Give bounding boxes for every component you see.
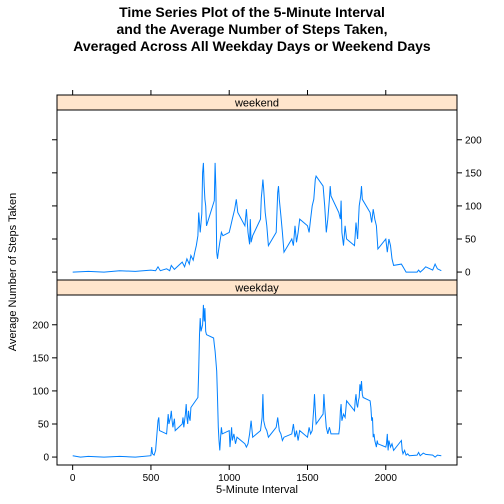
y-tick-label: 100 [465, 201, 482, 212]
y-tick-label: 0 [465, 268, 471, 279]
y-tick-label: 0 [43, 453, 49, 464]
series-line-weekend [72, 162, 442, 273]
x-tick-label: 1000 [218, 473, 241, 484]
y-tick-label: 150 [465, 168, 482, 179]
chart-title: Time Series Plot of the 5-Minute Interva… [73, 4, 431, 54]
panel-strip-label: weekday [234, 283, 279, 295]
x-tick-label: 2000 [375, 473, 398, 484]
y-tick-label: 50 [465, 234, 477, 245]
x-tick-label: 1500 [296, 473, 319, 484]
panel-frame [56, 294, 458, 466]
title-line: and the Average Number of Steps Taken, [117, 21, 388, 37]
series-line-weekday [72, 304, 442, 458]
x-tick-label: 0 [70, 473, 76, 484]
chart-panels: weekend weekday [56, 94, 458, 466]
y-tick-label: 200 [32, 320, 49, 331]
title-line: Time Series Plot of the 5-Minute Interva… [119, 4, 385, 20]
x-axis-label: 5-Minute Interval [216, 484, 298, 496]
panel-frame [56, 109, 458, 281]
x-tick-label: 500 [143, 473, 160, 484]
y-tick-label: 200 [465, 135, 482, 146]
panel-strip-label: weekend [234, 98, 279, 110]
y-tick-label: 100 [32, 386, 49, 397]
y-axis-label: Average Number of Steps Taken [7, 193, 19, 352]
title-line: Averaged Across All Weekday Days or Week… [73, 38, 431, 54]
y-tick-label: 50 [38, 419, 50, 430]
y-tick-label: 150 [32, 353, 49, 364]
